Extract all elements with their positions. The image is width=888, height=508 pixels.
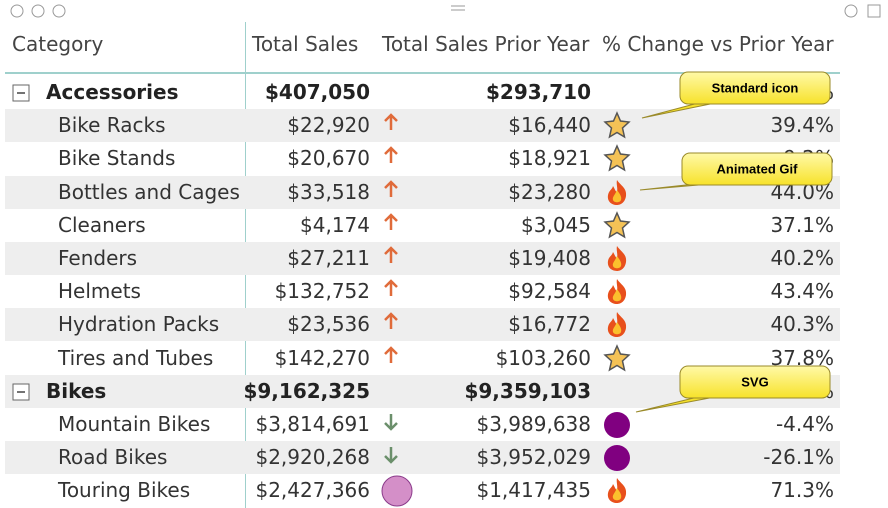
column-header: Total Sales <box>252 32 359 56</box>
status-icon <box>607 279 627 305</box>
total-sales-cell: $3,814,691 <box>255 412 370 436</box>
total-sales-cell: $4,174 <box>300 212 370 237</box>
expand[interactable] <box>52 4 66 18</box>
row-shading <box>5 242 840 275</box>
drill-mode[interactable] <box>844 4 858 18</box>
total-sales-cell: $22,920 <box>287 113 370 138</box>
category-cell: Accessories <box>46 80 179 104</box>
prior-year-cell: $293,710 <box>485 80 591 104</box>
trend-icon <box>384 246 398 263</box>
row-shading <box>5 109 840 143</box>
status-icon <box>603 343 631 372</box>
drill-down[interactable] <box>31 4 45 18</box>
callout-text: Standard icon <box>712 80 799 95</box>
total-sales-cell: $23,536 <box>287 312 370 337</box>
category-cell: Bottles and Cages <box>58 179 240 204</box>
status-icon <box>607 246 627 271</box>
prior-year-cell: $1,417,435 <box>476 478 591 503</box>
trend-icon <box>384 345 398 363</box>
prior-year-cell: $23,280 <box>508 179 591 204</box>
category-cell: Fenders <box>58 246 138 270</box>
total-sales-cell: $27,211 <box>287 246 370 270</box>
trend-icon <box>384 279 398 297</box>
category-cell: Helmets <box>58 279 141 304</box>
status-icon <box>607 179 627 205</box>
column-header: Category <box>12 32 104 56</box>
prior-year-cell: $16,440 <box>508 113 591 138</box>
category-cell: Cleaners <box>58 212 146 237</box>
pct-change-cell: 37.1% <box>770 212 834 237</box>
total-sales-cell: $2,427,366 <box>255 478 370 503</box>
trend-icon <box>384 179 398 197</box>
total-sales-cell: $2,920,268 <box>255 445 370 470</box>
prior-year-cell: $16,772 <box>508 312 591 337</box>
category-cell: Touring Bikes <box>58 478 191 503</box>
category-cell: Road Bikes <box>58 445 168 470</box>
pct-change-cell: 40.2% <box>770 246 834 270</box>
header-rule <box>5 72 840 74</box>
callout-text: SVG <box>741 374 768 389</box>
pct-change-cell: 40.3% <box>770 312 834 337</box>
prior-year-cell: $19,408 <box>508 246 591 270</box>
status-icon <box>603 144 631 172</box>
status-icon <box>604 445 630 472</box>
status-icon <box>603 210 631 239</box>
visual-header <box>10 4 881 18</box>
prior-year-cell: $9,359,103 <box>464 378 591 403</box>
trend-icon <box>384 113 398 131</box>
collapse-button <box>12 383 30 401</box>
row-shading <box>5 308 840 342</box>
trend-icon <box>384 414 398 431</box>
category-cell: Bike Racks <box>58 113 166 138</box>
pct-change-cell: -4.4% <box>775 412 834 436</box>
focus-mode[interactable] <box>867 4 881 18</box>
trend-icon <box>384 312 398 330</box>
prior-year-cell: $92,584 <box>508 279 591 304</box>
category-cell: Bikes <box>46 378 107 403</box>
status-icon <box>607 478 627 504</box>
pct-change-cell: 43.4% <box>770 279 834 304</box>
prior-year-cell: $3,045 <box>521 212 591 237</box>
pct-change-cell: 71.3% <box>770 478 834 503</box>
prior-year-cell: $18,921 <box>508 146 591 171</box>
total-sales-cell: $142,270 <box>274 345 370 370</box>
category-cell: Bike Stands <box>58 146 176 171</box>
column-header: % Change vs Prior Year <box>602 32 834 56</box>
pct-change-cell: 39.4% <box>770 113 834 138</box>
category-cell: Mountain Bikes <box>58 412 211 436</box>
status-icon <box>603 111 631 139</box>
drill-up[interactable] <box>10 4 24 18</box>
pct-change-cell: -26.1% <box>763 445 834 470</box>
status-icon <box>607 312 627 338</box>
column-header: Total Sales Prior Year <box>382 32 590 56</box>
row-shading <box>5 441 840 475</box>
status-icon <box>604 412 630 438</box>
collapse-button <box>12 84 30 102</box>
total-sales-cell: $9,162,325 <box>243 378 370 403</box>
prior-year-cell: $3,989,638 <box>476 412 591 436</box>
prior-year-cell: $103,260 <box>495 345 591 370</box>
trend-icon <box>381 475 413 507</box>
total-sales-cell: $132,752 <box>274 279 370 304</box>
total-sales-cell: $407,050 <box>264 80 370 104</box>
trend-icon <box>384 447 398 464</box>
total-sales-cell: $33,518 <box>287 179 370 204</box>
prior-year-cell: $3,952,029 <box>476 445 591 470</box>
trend-icon <box>384 213 398 230</box>
trend-icon <box>384 146 398 164</box>
total-sales-cell: $20,670 <box>287 146 370 171</box>
category-cell: Tires and Tubes <box>58 345 214 370</box>
category-cell: Hydration Packs <box>58 312 220 337</box>
callout-text: Animated Gif <box>717 161 799 176</box>
